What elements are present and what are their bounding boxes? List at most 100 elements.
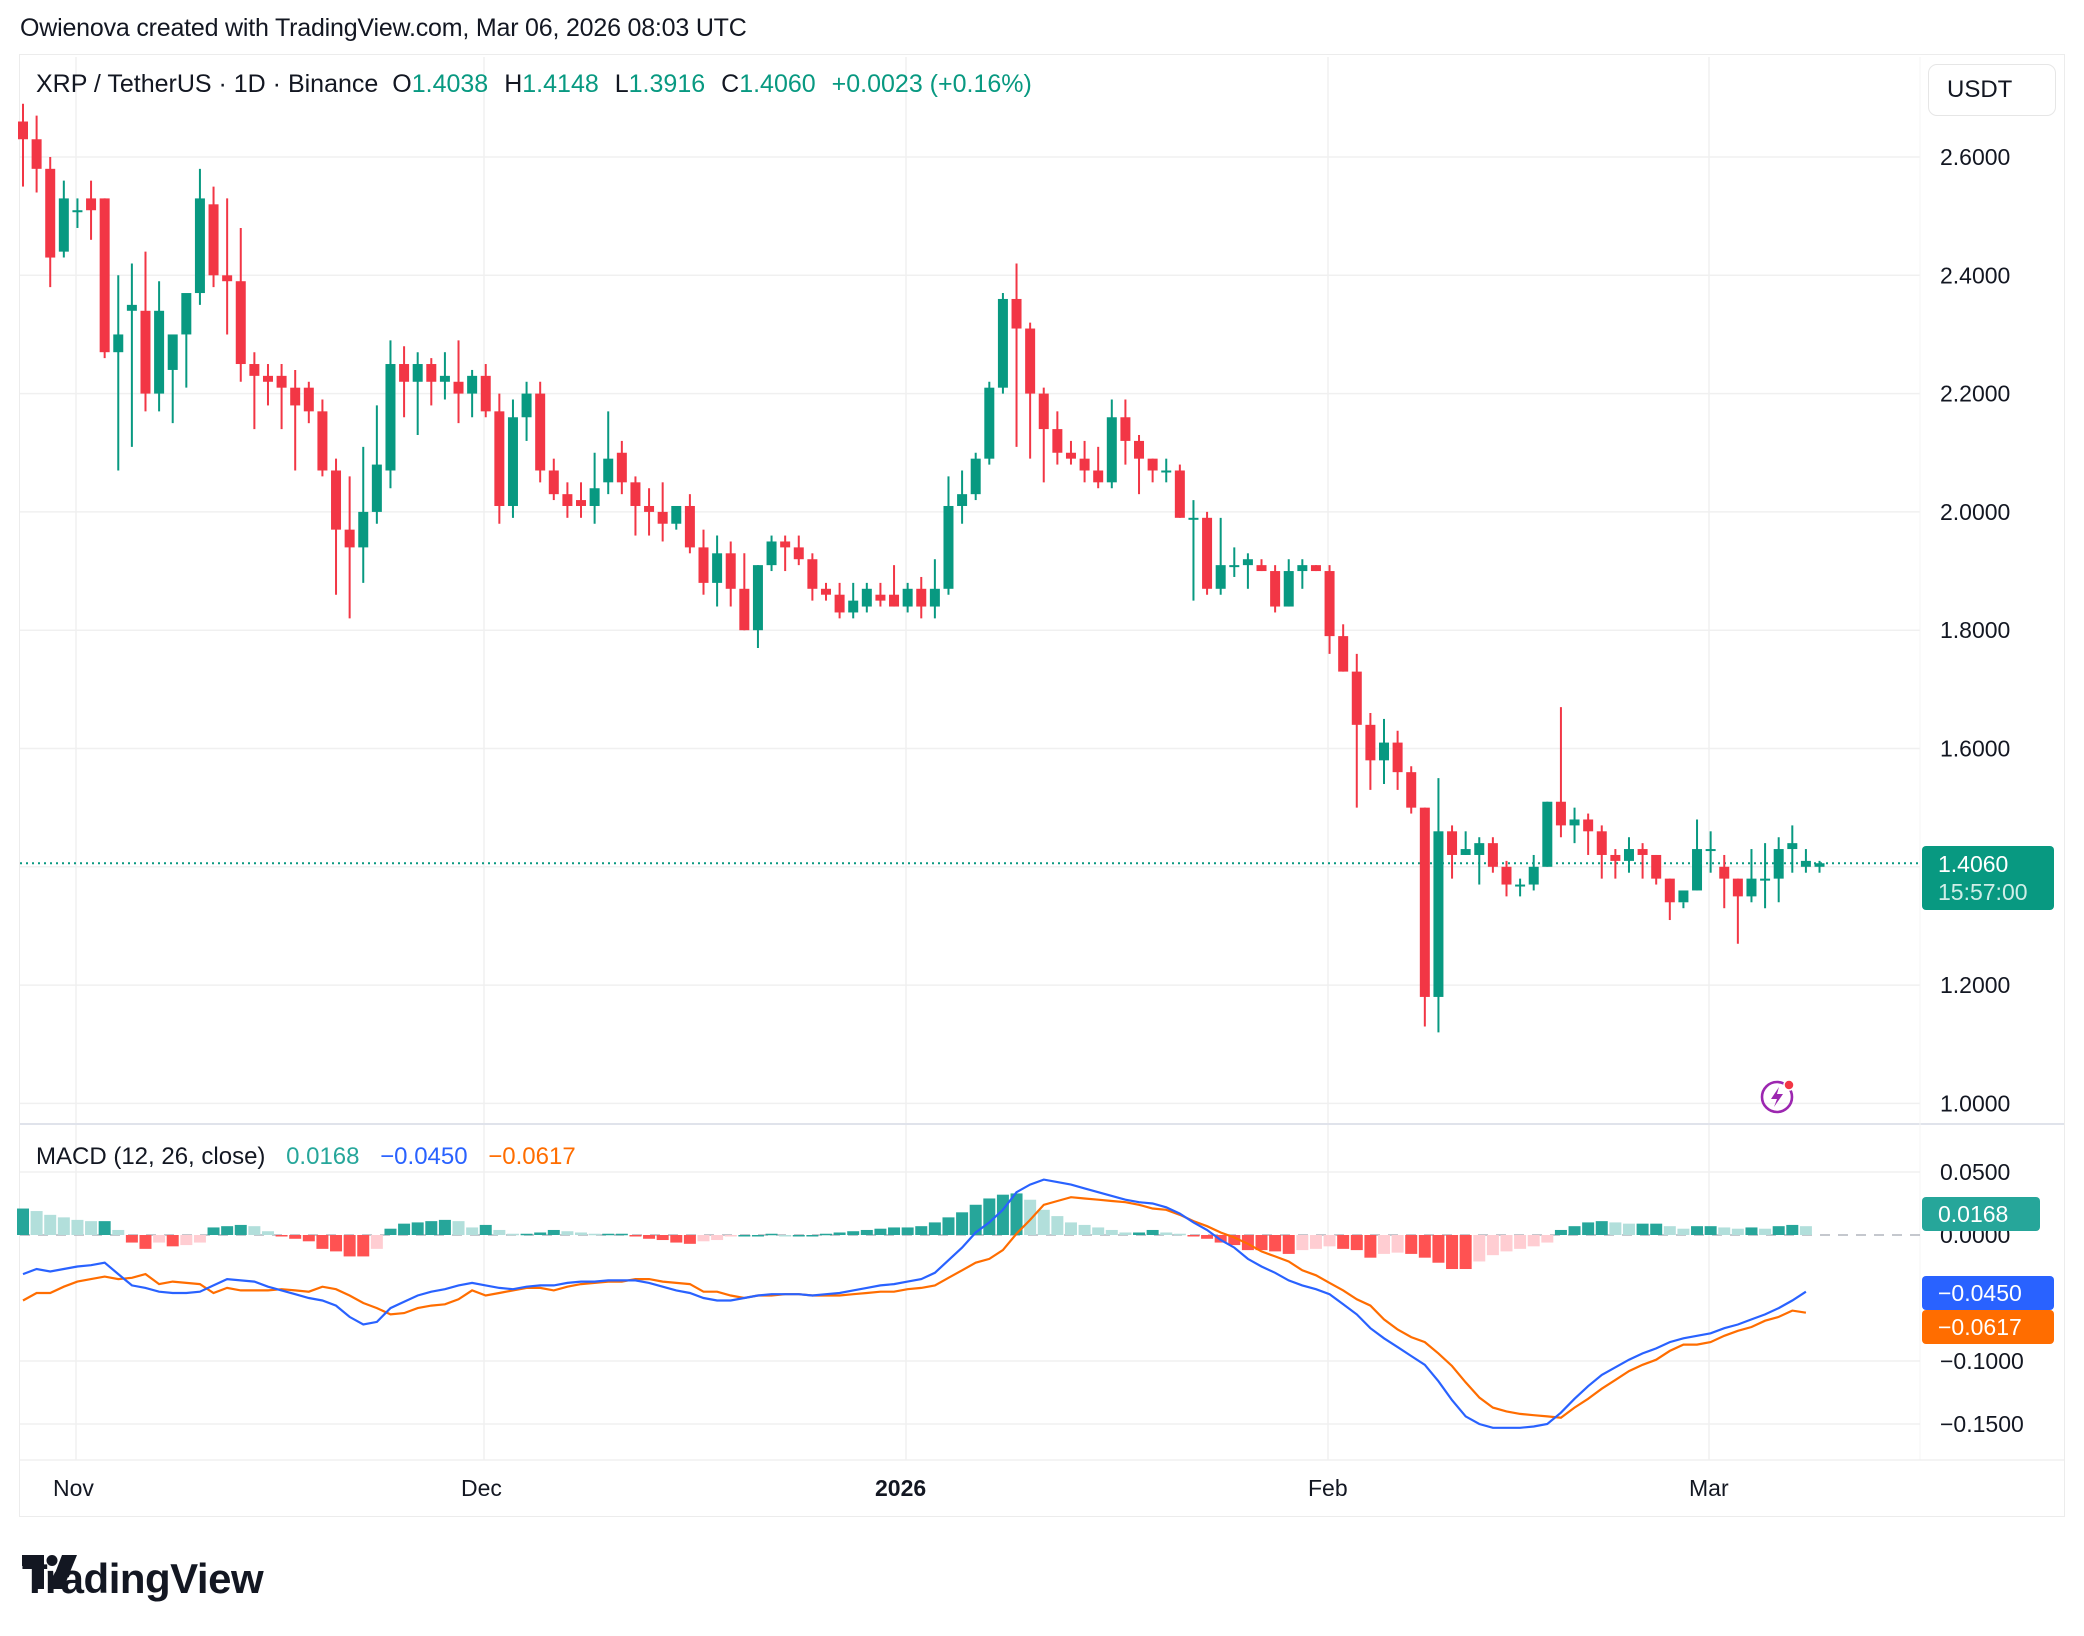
time-axis-2026: 2026 — [875, 1475, 927, 1501]
macd-histogram-bar — [384, 1228, 397, 1235]
macd-histogram-bar — [1309, 1235, 1322, 1249]
candle-body — [358, 511, 369, 548]
candle-body — [194, 198, 205, 294]
candle-body — [1732, 878, 1743, 897]
candle-body — [167, 334, 178, 370]
macd-histogram-bar — [629, 1235, 642, 1237]
macd-histogram-tag: 0.0168 — [1922, 1197, 2040, 1231]
macd-histogram-bar — [819, 1233, 832, 1236]
time-axis-dec: Dec — [461, 1475, 502, 1501]
candle-body — [1555, 801, 1566, 826]
candle-body — [1773, 849, 1784, 879]
macd-histogram-bar — [779, 1235, 792, 1237]
high-label: H — [504, 70, 523, 98]
candle-body — [725, 553, 736, 589]
macd-histogram-bar — [370, 1235, 383, 1249]
currency-unit-button[interactable]: USDT — [1928, 64, 2056, 116]
symbol-title[interactable]: XRP / TetherUS · 1D · Binance — [36, 70, 379, 98]
macd-histogram-bar — [85, 1221, 98, 1235]
macd-histogram-bar — [180, 1235, 193, 1246]
time-axis-nov: Nov — [53, 1475, 94, 1501]
macd-histogram-bar — [330, 1235, 343, 1252]
candle-body — [1596, 831, 1607, 855]
macd-histogram-bar — [302, 1235, 315, 1242]
candle-body — [752, 565, 763, 631]
macd-histogram-bar — [17, 1208, 29, 1235]
candle-body — [1324, 571, 1335, 637]
candle-body — [780, 541, 791, 548]
candle-body — [303, 387, 314, 412]
macd-axis-label: 0.0500 — [1940, 1159, 2010, 1185]
macd-histogram-bar — [928, 1222, 941, 1235]
macd-histogram-bar — [643, 1235, 656, 1239]
macd-histogram-bar — [1514, 1235, 1527, 1249]
close-value: 1.4060 — [739, 70, 816, 98]
candle-body — [507, 417, 518, 506]
candle-body — [984, 387, 995, 459]
candle-body — [1338, 636, 1349, 672]
macd-histogram-bar — [1541, 1235, 1554, 1243]
candle-body — [1542, 801, 1553, 867]
macd-histogram-bar — [1092, 1227, 1105, 1235]
macd-signal-line — [22, 1196, 1807, 1419]
candle-body — [1528, 866, 1539, 885]
candle-body — [1760, 878, 1771, 881]
change-value: +0.0023 (+0.16%) — [831, 70, 1032, 98]
candle-body — [399, 364, 410, 382]
macd-histogram-bar — [221, 1226, 234, 1235]
candle-body — [1678, 890, 1689, 903]
macd-legend: MACD (12, 26, close) 0.0168 −0.0450 −0.0… — [36, 1143, 576, 1171]
macd-histogram-bar — [1037, 1209, 1050, 1235]
candle-body — [249, 364, 260, 376]
macd-histogram-bar — [751, 1235, 764, 1237]
price-axis-label: 1.0000 — [1940, 1090, 2010, 1116]
lightning-alert-icon[interactable] — [1759, 1077, 1797, 1115]
macd-histogram-bar — [847, 1231, 860, 1235]
symbol-legend: XRP / TetherUS · 1D · Binance O 1.4038 H… — [36, 70, 1032, 99]
macd-histogram-bar — [1010, 1193, 1023, 1235]
price-axis-label: 2.0000 — [1940, 499, 2010, 525]
macd-histogram-bar — [561, 1231, 574, 1235]
candle-body — [957, 494, 968, 506]
macd-histogram-bar — [915, 1226, 928, 1235]
macd-histogram-bar — [1405, 1235, 1418, 1254]
macd-histogram-bar — [983, 1198, 996, 1235]
macd-histogram-bar — [289, 1235, 302, 1239]
macd-histogram-bar — [1718, 1227, 1731, 1235]
macd-histogram-bar — [1391, 1235, 1404, 1253]
price-axis-label: 1.2000 — [1940, 972, 2010, 998]
candle-body — [453, 381, 464, 394]
candle-body — [1025, 328, 1036, 394]
macd-histogram-bar — [575, 1232, 588, 1235]
candle-body — [1569, 819, 1580, 826]
candle-body — [548, 470, 559, 495]
macd-histogram-bar — [1432, 1235, 1445, 1263]
candle-body — [18, 121, 28, 140]
tradingview-logo[interactable]: TradingView — [22, 1555, 264, 1603]
candle-body — [1093, 470, 1104, 483]
candle-body — [1460, 849, 1471, 855]
macd-histogram-bar — [125, 1235, 138, 1243]
close-label: C — [721, 70, 740, 98]
macd-histogram-bar — [901, 1227, 914, 1235]
macd-histogram-bar — [1677, 1228, 1690, 1235]
macd-histogram-bar — [724, 1235, 737, 1237]
macd-histogram-bar — [833, 1232, 846, 1235]
candle-body — [1215, 565, 1226, 589]
macd-histogram-bar — [1296, 1235, 1309, 1251]
candle-body — [1106, 417, 1117, 483]
candle-body — [290, 387, 301, 406]
macd-indicator-name[interactable]: MACD (12, 26, close) — [36, 1143, 266, 1170]
candle-body — [1433, 831, 1444, 997]
candle-body — [793, 547, 804, 560]
candle-body — [45, 168, 56, 258]
macd-histogram-bar — [683, 1235, 696, 1244]
macd-histogram-bar — [1173, 1233, 1186, 1236]
macd-histogram-bar — [1269, 1235, 1282, 1252]
candle-body — [467, 375, 478, 394]
macd-histogram-bar — [1378, 1235, 1390, 1254]
macd-histogram-bar — [1772, 1226, 1785, 1235]
candle-body — [58, 198, 69, 252]
candle-body — [834, 594, 845, 613]
